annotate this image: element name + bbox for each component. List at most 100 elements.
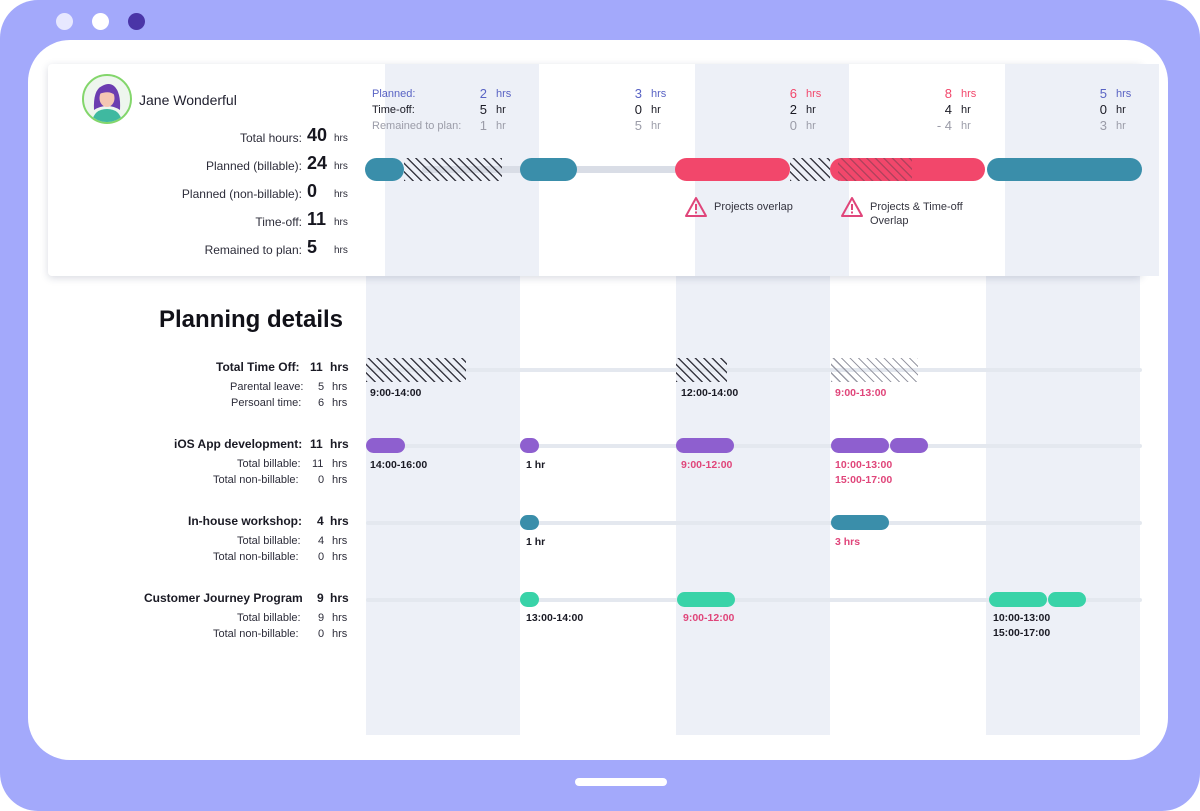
journey-slot-day-5a[interactable] (989, 592, 1047, 607)
remained-unit: hr (1116, 120, 1126, 132)
day-3-timeoff-hatch[interactable] (790, 158, 830, 181)
ios-slot-day-3[interactable] (676, 438, 734, 453)
journey-non-billable-label: Total non-billable: (213, 628, 299, 640)
workshop-billable-unit: hrs (332, 535, 348, 547)
remained-unit: hr (496, 120, 506, 132)
journey-timeline (366, 598, 1142, 602)
ios-non-billable-label: Total non-billable: (213, 474, 299, 486)
summary-unit: hrs (334, 133, 348, 144)
timeoff-unit: hr (961, 104, 971, 116)
planned-unit: hrs (496, 88, 512, 100)
workshop-timeline (366, 521, 1142, 525)
day-4-timeoff-hatch[interactable] (838, 158, 912, 181)
remained-value: 5 (634, 118, 642, 133)
day-1-stats: Planned: 2 hrs Time-off: 5 hr Remained t… (372, 86, 522, 138)
timeoff-slot-time: 9:00-13:00 (835, 387, 887, 399)
personal-time-label: Persoanl time: (231, 397, 302, 409)
summary-planned-billable: Planned (billable): 24 hrs (108, 153, 358, 177)
timeoff-value: 4 (944, 102, 952, 117)
timeoff-slot-day-3[interactable] (676, 358, 727, 382)
workshop-billable-label: Total billable: (237, 535, 301, 547)
timeoff-value: 0 (634, 102, 642, 117)
journey-billable-unit: hrs (332, 612, 348, 624)
ios-section-title: iOS App development: (174, 437, 303, 451)
workshop-slot-day-2[interactable] (520, 515, 539, 530)
planned-value: 3 (634, 86, 642, 101)
ios-slot-day-1[interactable] (366, 438, 405, 453)
planned-value: 6 (789, 86, 797, 101)
journey-non-billable-value: 0 (318, 628, 325, 640)
ios-slot-day-4a[interactable] (831, 438, 889, 453)
journey-slot-time: 10:00-13:00 (993, 612, 1051, 624)
summary-total-hours: Total hours: 40 hrs (108, 125, 358, 149)
timeoff-slot-day-1[interactable] (366, 358, 466, 382)
ios-total: 11 (310, 437, 323, 451)
day-2-project-bar[interactable] (520, 158, 577, 181)
ios-slot-time: 14:00-16:00 (370, 459, 428, 471)
day-1-project-bar[interactable] (365, 158, 404, 181)
day-2-track (574, 166, 679, 173)
journey-slot-day-3[interactable] (677, 592, 735, 607)
remained-value: 0 (789, 118, 797, 133)
summary-label: Remained to plan: (204, 243, 302, 257)
summary-value: 40 (307, 125, 328, 145)
timeoff-unit: hr (651, 104, 661, 116)
summary-unit: hrs (334, 161, 348, 172)
journey-slot-day-2[interactable] (520, 592, 539, 607)
workshop-non-billable-unit: hrs (332, 551, 348, 563)
user-avatar-icon[interactable] (82, 74, 132, 124)
window-dot-2 (92, 13, 109, 30)
ios-slot-day-4b[interactable] (890, 438, 928, 453)
day-3-project-bar[interactable] (675, 158, 790, 181)
ios-slot-day-2[interactable] (520, 438, 539, 453)
warning-timeoff-overlap[interactable]: Projects & Time-off Overlap (840, 196, 990, 230)
timeoff-unit: hrs (330, 360, 349, 374)
journey-slot-time: 15:00-17:00 (993, 627, 1051, 639)
timeoff-unit: hr (1116, 104, 1126, 116)
warning-text: Projects overlap (714, 201, 793, 213)
planned-value: 5 (1099, 86, 1107, 101)
timeoff-slot-day-4[interactable] (831, 358, 918, 382)
day-1-timeoff-hatch[interactable] (404, 158, 502, 181)
timeoff-value: 5 (479, 102, 487, 117)
ios-billable-label: Total billable: (237, 458, 301, 470)
parental-leave-label: Parental leave: (230, 381, 304, 393)
journey-slot-time: 13:00-14:00 (526, 612, 584, 624)
ios-billable-unit: hrs (332, 458, 348, 470)
summary-time-off: Time-off: 11 hrs (108, 209, 358, 233)
ios-billable-value: 11 (312, 458, 324, 470)
planned-unit: hrs (961, 88, 977, 100)
summary-label: Total hours: (239, 131, 302, 145)
summary-unit: hrs (334, 245, 348, 256)
planned-label: Planned: (372, 88, 416, 100)
planned-value: 2 (479, 86, 487, 101)
warning-icon (685, 197, 707, 217)
planned-unit: hrs (651, 88, 667, 100)
day-4-project-bar[interactable] (830, 158, 985, 181)
planned-unit: hrs (1116, 88, 1132, 100)
journey-section-title: Customer Journey Program (144, 591, 303, 605)
journey-slot-day-5b[interactable] (1048, 592, 1086, 607)
warning-text-line-1: Projects & Time-off (870, 201, 963, 213)
ios-timeline (366, 444, 1142, 448)
workshop-section-title: In-house workshop: (188, 514, 302, 528)
warning-projects-overlap[interactable]: Projects overlap (684, 196, 824, 220)
day-5-project-bar[interactable] (987, 158, 1142, 181)
journey-unit: hrs (330, 591, 349, 605)
remained-value: 1 (479, 118, 487, 133)
summary-label: Planned (non-billable): (181, 187, 302, 201)
timeoff-unit: hr (806, 104, 816, 116)
personal-time-value: 6 (318, 397, 325, 409)
ios-unit: hrs (330, 437, 349, 451)
timeoff-total: 11 (310, 360, 323, 374)
personal-time-unit: hrs (332, 397, 348, 409)
warning-text-line-2: Overlap (870, 215, 909, 227)
summary-value: 24 (307, 153, 328, 173)
timeoff-value: 2 (789, 102, 797, 117)
workshop-billable-value: 4 (318, 535, 325, 547)
workshop-slot-day-4[interactable] (831, 515, 889, 530)
summary-unit: hrs (334, 217, 348, 228)
summary-label: Time-off: (255, 215, 302, 229)
remained-value: 3 (1099, 118, 1107, 133)
